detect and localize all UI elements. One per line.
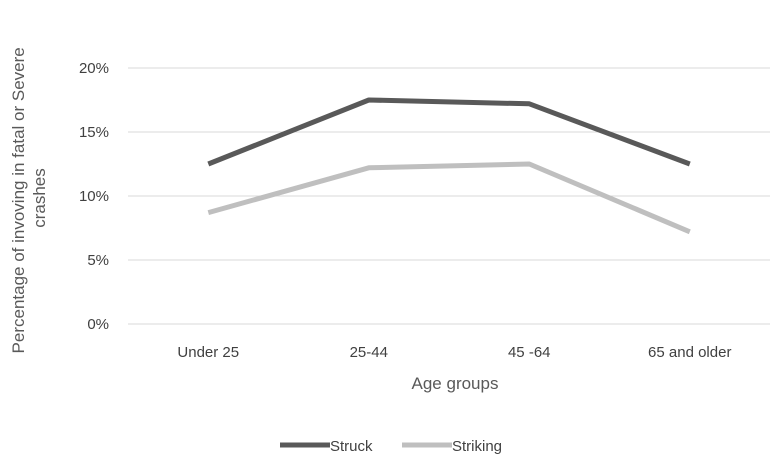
x-tick-label: 65 and older — [648, 344, 731, 361]
legend-label-struck: Struck — [330, 438, 373, 455]
y-axis-title-line-2: crashes — [30, 168, 49, 228]
legend-label-striking: Striking — [452, 438, 502, 455]
y-axis-title: Percentage of invoving in fatal or Sever… — [9, 43, 49, 354]
y-tick-label: 5% — [87, 252, 109, 269]
series-line-striking — [207, 161, 691, 235]
x-axis-title: Age groups — [412, 374, 499, 393]
y-tick-label: 15% — [79, 124, 109, 141]
y-tick-label: 10% — [79, 188, 109, 205]
gridlines — [128, 67, 770, 325]
legend: Struck Striking — [280, 438, 502, 455]
series-lines — [207, 97, 691, 235]
x-tick-label: Under 25 — [177, 344, 239, 361]
y-tick-label: 0% — [87, 316, 109, 333]
x-tick-label: 25-44 — [350, 344, 388, 361]
y-tick-label: 20% — [79, 60, 109, 77]
x-tick-label: 45 -64 — [508, 344, 551, 361]
x-axis-tick-labels: Under 25 25-44 45 -64 65 and older — [177, 344, 731, 361]
y-axis-tick-labels: 0% 5% 10% 15% 20% — [79, 60, 109, 333]
y-axis-title-line-1: Percentage of invoving in fatal or Sever… — [9, 47, 28, 353]
series-line-struck — [207, 97, 691, 167]
